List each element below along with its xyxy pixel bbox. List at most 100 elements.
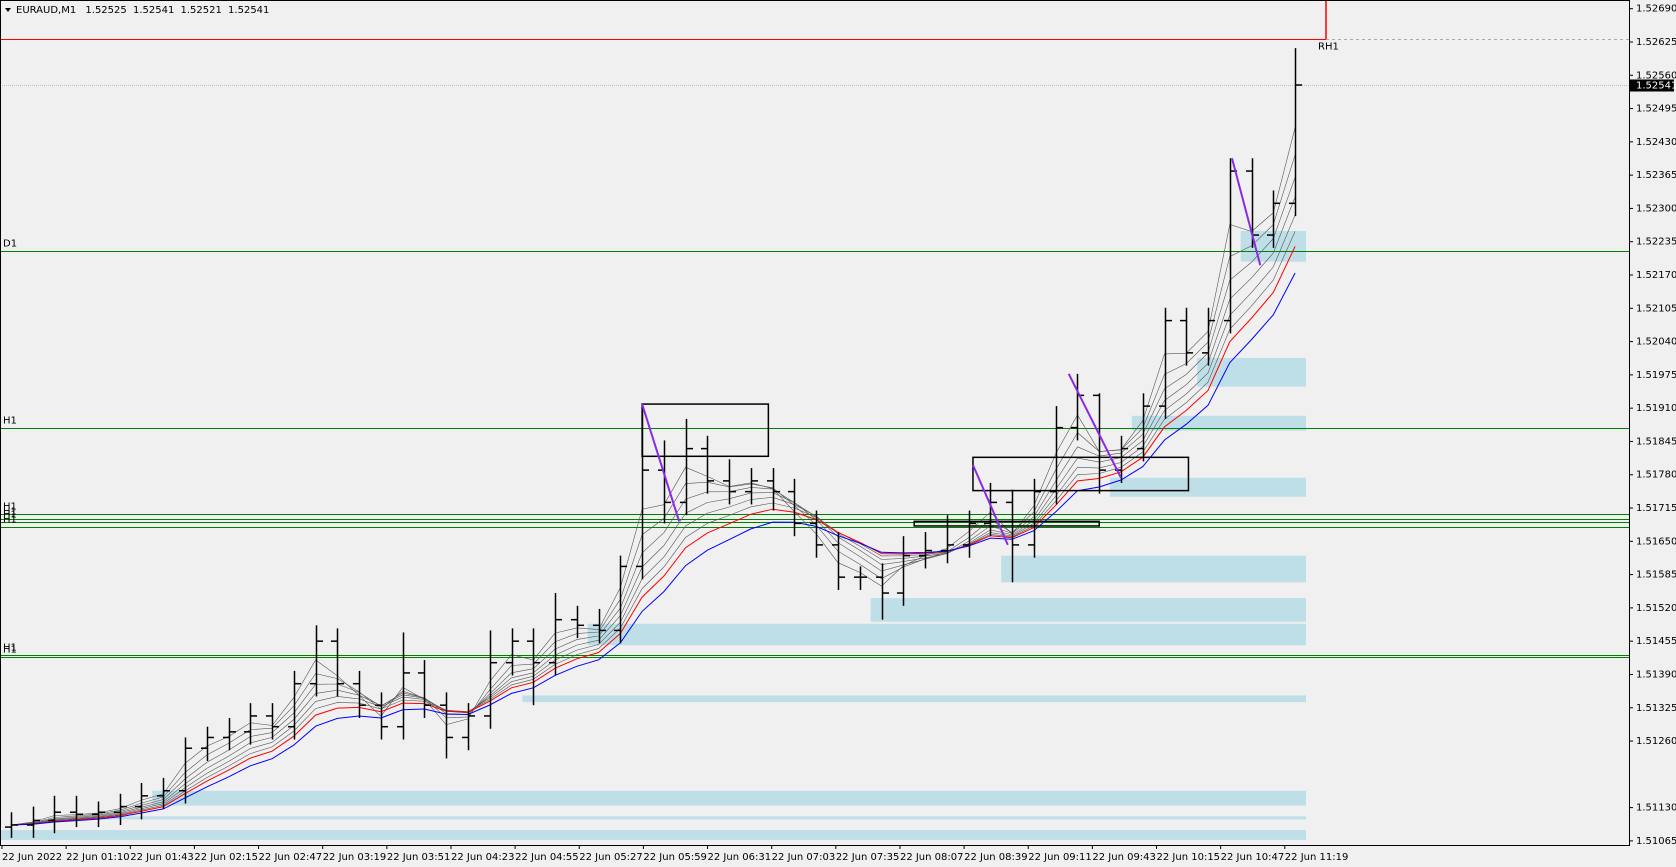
ohlc-bar bbox=[91, 801, 106, 828]
ohlc-bar bbox=[700, 435, 715, 494]
x-tick-label: 22 Jun 10:15 bbox=[1157, 852, 1221, 863]
ohlc-bar bbox=[1288, 48, 1303, 217]
plot-border bbox=[0, 0, 1630, 846]
y-tick-label: 1.51325 bbox=[1636, 703, 1676, 714]
ohlc-bar bbox=[679, 418, 694, 516]
trendline bbox=[972, 464, 1009, 546]
y-tick-label: 1.52105 bbox=[1636, 303, 1676, 314]
quote-open: 1.52525 bbox=[85, 5, 126, 16]
price-box bbox=[1630, 79, 1674, 92]
zone bbox=[87, 816, 1307, 820]
ohlc-bar bbox=[69, 795, 84, 828]
ohlc-bar bbox=[940, 515, 955, 564]
level-label: H1 bbox=[3, 510, 17, 521]
x-tick-label: 22 Jun 11:19 bbox=[1285, 852, 1349, 863]
x-tick-label: 22 Jun 08:39 bbox=[964, 852, 1028, 863]
ohlc-bar bbox=[526, 628, 541, 706]
ohlc-bar bbox=[809, 510, 824, 558]
ohlc-bar bbox=[1266, 190, 1281, 248]
moving-average bbox=[10, 154, 1296, 826]
y-tick-label: 1.52300 bbox=[1636, 203, 1676, 214]
y-tick-label: 1.52625 bbox=[1636, 37, 1676, 48]
ohlc-bar bbox=[1005, 489, 1020, 583]
y-tick-label: 1.52170 bbox=[1636, 270, 1676, 281]
ohlc-bar bbox=[352, 670, 367, 718]
ohlc-bar bbox=[1179, 307, 1194, 366]
y-tick-label: 1.52560 bbox=[1636, 70, 1676, 81]
y-tick-label: 1.51780 bbox=[1636, 470, 1676, 481]
level-label: RH1 bbox=[1318, 42, 1339, 53]
ohlc-bar bbox=[26, 806, 41, 838]
zone bbox=[1131, 415, 1306, 431]
x-tick-label: 22 Jun 07:03 bbox=[772, 852, 836, 863]
ohlc-bar bbox=[744, 468, 759, 505]
x-tick-label: 22 Jun 04:23 bbox=[451, 852, 515, 863]
moving-average bbox=[10, 231, 1296, 826]
x-tick-label: 22 Jun 06:31 bbox=[708, 852, 772, 863]
ohlc-bar bbox=[592, 608, 607, 644]
ohlc-bar bbox=[113, 793, 128, 826]
ohlc-bar bbox=[156, 777, 171, 809]
y-tick-label: 1.52235 bbox=[1636, 237, 1676, 248]
ohlc-bar bbox=[134, 783, 149, 820]
level-label: H1 bbox=[3, 507, 17, 518]
ohlc-bar bbox=[896, 536, 911, 606]
ohlc-bar bbox=[548, 593, 563, 676]
x-tick-label: 22 Jun 07:35 bbox=[836, 852, 900, 863]
x-tick-label: 22 Jun 01:43 bbox=[130, 852, 194, 863]
y-tick-label: 1.51845 bbox=[1636, 436, 1676, 447]
ohlc-bar bbox=[1092, 393, 1107, 494]
quote-low: 1.52521 bbox=[181, 5, 222, 16]
quote-close: 1.52541 bbox=[228, 5, 269, 16]
y-tick-label: 1.51130 bbox=[1636, 803, 1676, 814]
ohlc-bar bbox=[1049, 406, 1064, 505]
y-tick-label: 1.51520 bbox=[1636, 603, 1676, 614]
x-tick-label: 22 Jun 03:51 bbox=[387, 852, 451, 863]
y-tick-label: 1.51715 bbox=[1636, 503, 1676, 514]
zone bbox=[870, 598, 1306, 622]
ohlc-bar bbox=[613, 555, 628, 644]
zone bbox=[522, 695, 1306, 703]
ohlc-bar bbox=[330, 628, 345, 697]
y-tick-label: 1.52495 bbox=[1636, 104, 1676, 115]
x-tick-label: 22 Jun 02:47 bbox=[259, 852, 323, 863]
ohlc-bar bbox=[222, 717, 237, 751]
rectangle-object bbox=[913, 520, 1100, 527]
ohlc-bar bbox=[243, 703, 258, 745]
zone bbox=[587, 623, 1306, 646]
zone bbox=[1001, 555, 1306, 583]
x-tick-label: 22 Jun 04:55 bbox=[515, 852, 579, 863]
ohlc-bar bbox=[875, 563, 890, 620]
trendline bbox=[1067, 373, 1122, 479]
ohlc-bar bbox=[200, 726, 215, 762]
x-tick-label: 22 Jun 08:07 bbox=[900, 852, 964, 863]
menu-arrow[interactable] bbox=[5, 8, 11, 12]
level-label: H1 bbox=[3, 643, 17, 654]
chart-header: EURAUD,M1 1.52525 1.52541 1.52521 1.5254… bbox=[16, 5, 269, 16]
ohlc-bar bbox=[853, 566, 868, 590]
quote-high: 1.52541 bbox=[133, 5, 174, 16]
y-tick-label: 1.51260 bbox=[1636, 736, 1676, 747]
x-tick-label: 22 Jun 03:19 bbox=[323, 852, 387, 863]
x-tick-label: 22 Jun 01:10 bbox=[66, 852, 130, 863]
ohlc-bar bbox=[1158, 307, 1173, 419]
ohlc-bar bbox=[983, 482, 998, 537]
level-label: H1 bbox=[3, 416, 17, 427]
rectangle-object bbox=[972, 456, 1190, 492]
ohlc-bar bbox=[1027, 478, 1042, 558]
price-box-label: 1.52541 bbox=[1636, 81, 1676, 92]
ohlc-bar bbox=[831, 532, 846, 590]
x-tick-label: 22 Jun 09:11 bbox=[1028, 852, 1092, 863]
moving-average bbox=[10, 214, 1296, 826]
ohlc-bar bbox=[265, 703, 280, 740]
ohlc-bar bbox=[766, 468, 781, 511]
level-label: H1 bbox=[3, 645, 17, 656]
level-label: H1 bbox=[3, 515, 17, 526]
zone bbox=[0, 830, 1306, 840]
zone bbox=[1110, 477, 1306, 497]
ohlc-bar bbox=[309, 625, 324, 697]
